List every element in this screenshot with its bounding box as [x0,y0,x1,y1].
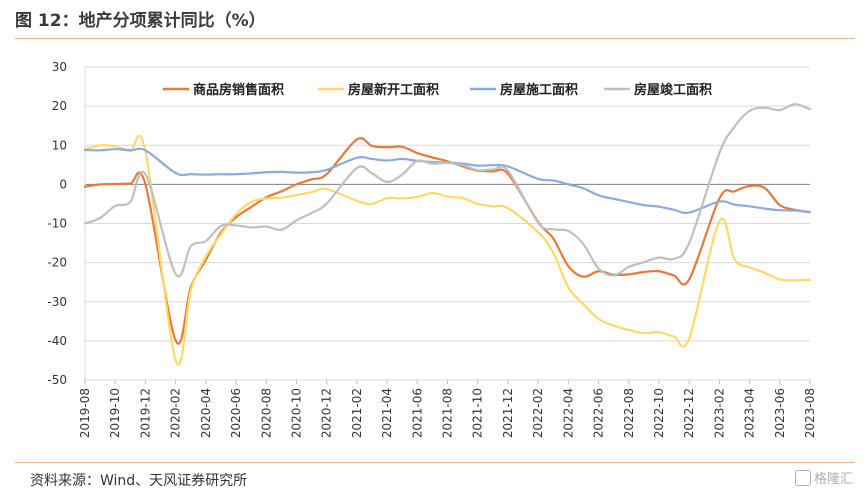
y-tick-label: 20 [52,99,67,113]
x-tick-label: 2022-12 [682,388,696,438]
x-tick-label: 2021-06 [410,388,424,438]
x-tick-label: 2023-04 [743,388,757,438]
y-tick-label: -30 [47,295,67,309]
source-note: 资料来源：Wind、天风证券研究所 [30,473,248,489]
y-tick-label: -40 [47,334,67,348]
x-tick-label: 2019-10 [108,388,122,438]
x-tick-label: 2022-02 [531,388,545,438]
x-tick-label: 2022-08 [622,388,636,438]
x-axis-tick-labels: 2019-08 2019-10 2019-12 2020-02 2020-04 2020-… [78,388,817,438]
x-tick-label: 2020-10 [289,388,303,438]
y-tick-label: -20 [47,256,67,270]
legend-label: 房屋新开工面积 [348,82,439,98]
x-tick-label: 2023-08 [803,388,817,438]
series-lines [83,103,812,366]
watermark-text: 格隆汇 [813,472,853,487]
legend: 商品房销售面积 房屋新开工面积 房屋施工面积 房屋竣工面积 [163,82,712,98]
gridlines [84,66,811,384]
x-tick-label: 2021-02 [350,388,364,438]
y-tick-label: -50 [47,373,67,387]
watermark: 格隆汇 [794,468,853,487]
x-tick-label: 2020-06 [229,388,243,438]
x-tick-label: 2020-08 [259,388,273,438]
chart-title: 图 12：地产分项累计同比（%） [15,11,266,31]
y-tick-label: 30 [52,60,67,74]
x-tick-label: 2019-08 [78,388,92,438]
x-tick-label: 2020-02 [169,388,183,438]
x-tick-label: 2019-12 [138,388,152,438]
series-line-1 [83,134,812,366]
footer-divider [15,462,855,463]
y-tick-label: -10 [47,217,67,231]
y-tick-label: 10 [52,138,67,152]
x-tick-label: 2023-06 [773,388,787,438]
x-tick-label: 2022-10 [652,388,666,438]
x-tick-label: 2022-06 [592,388,606,438]
series-line-2 [83,147,812,214]
y-axis-tick-labels: -50 -40 -30 -20 -10 0 10 20 30 [47,60,67,387]
x-tick-label: 2020-04 [199,388,213,438]
legend-label: 商品房销售面积 [193,82,284,98]
x-tick-label: 2021-04 [380,388,394,438]
title-divider [15,38,855,39]
y-tick-label: 0 [59,177,67,191]
legend-label: 房屋竣工面积 [634,82,712,98]
series-line-3 [83,103,812,278]
x-tick-label: 2022-04 [561,388,575,438]
legend-label: 房屋施工面积 [500,82,578,98]
x-tick-label: 2021-10 [471,388,485,438]
x-tick-label: 2021-08 [441,388,455,438]
series-line-0 [83,137,812,345]
watermark-logo-icon [794,470,811,486]
x-tick-label: 2020-12 [320,388,334,438]
x-tick-label: 2023-02 [712,388,726,438]
x-tick-label: 2021-12 [501,388,515,438]
